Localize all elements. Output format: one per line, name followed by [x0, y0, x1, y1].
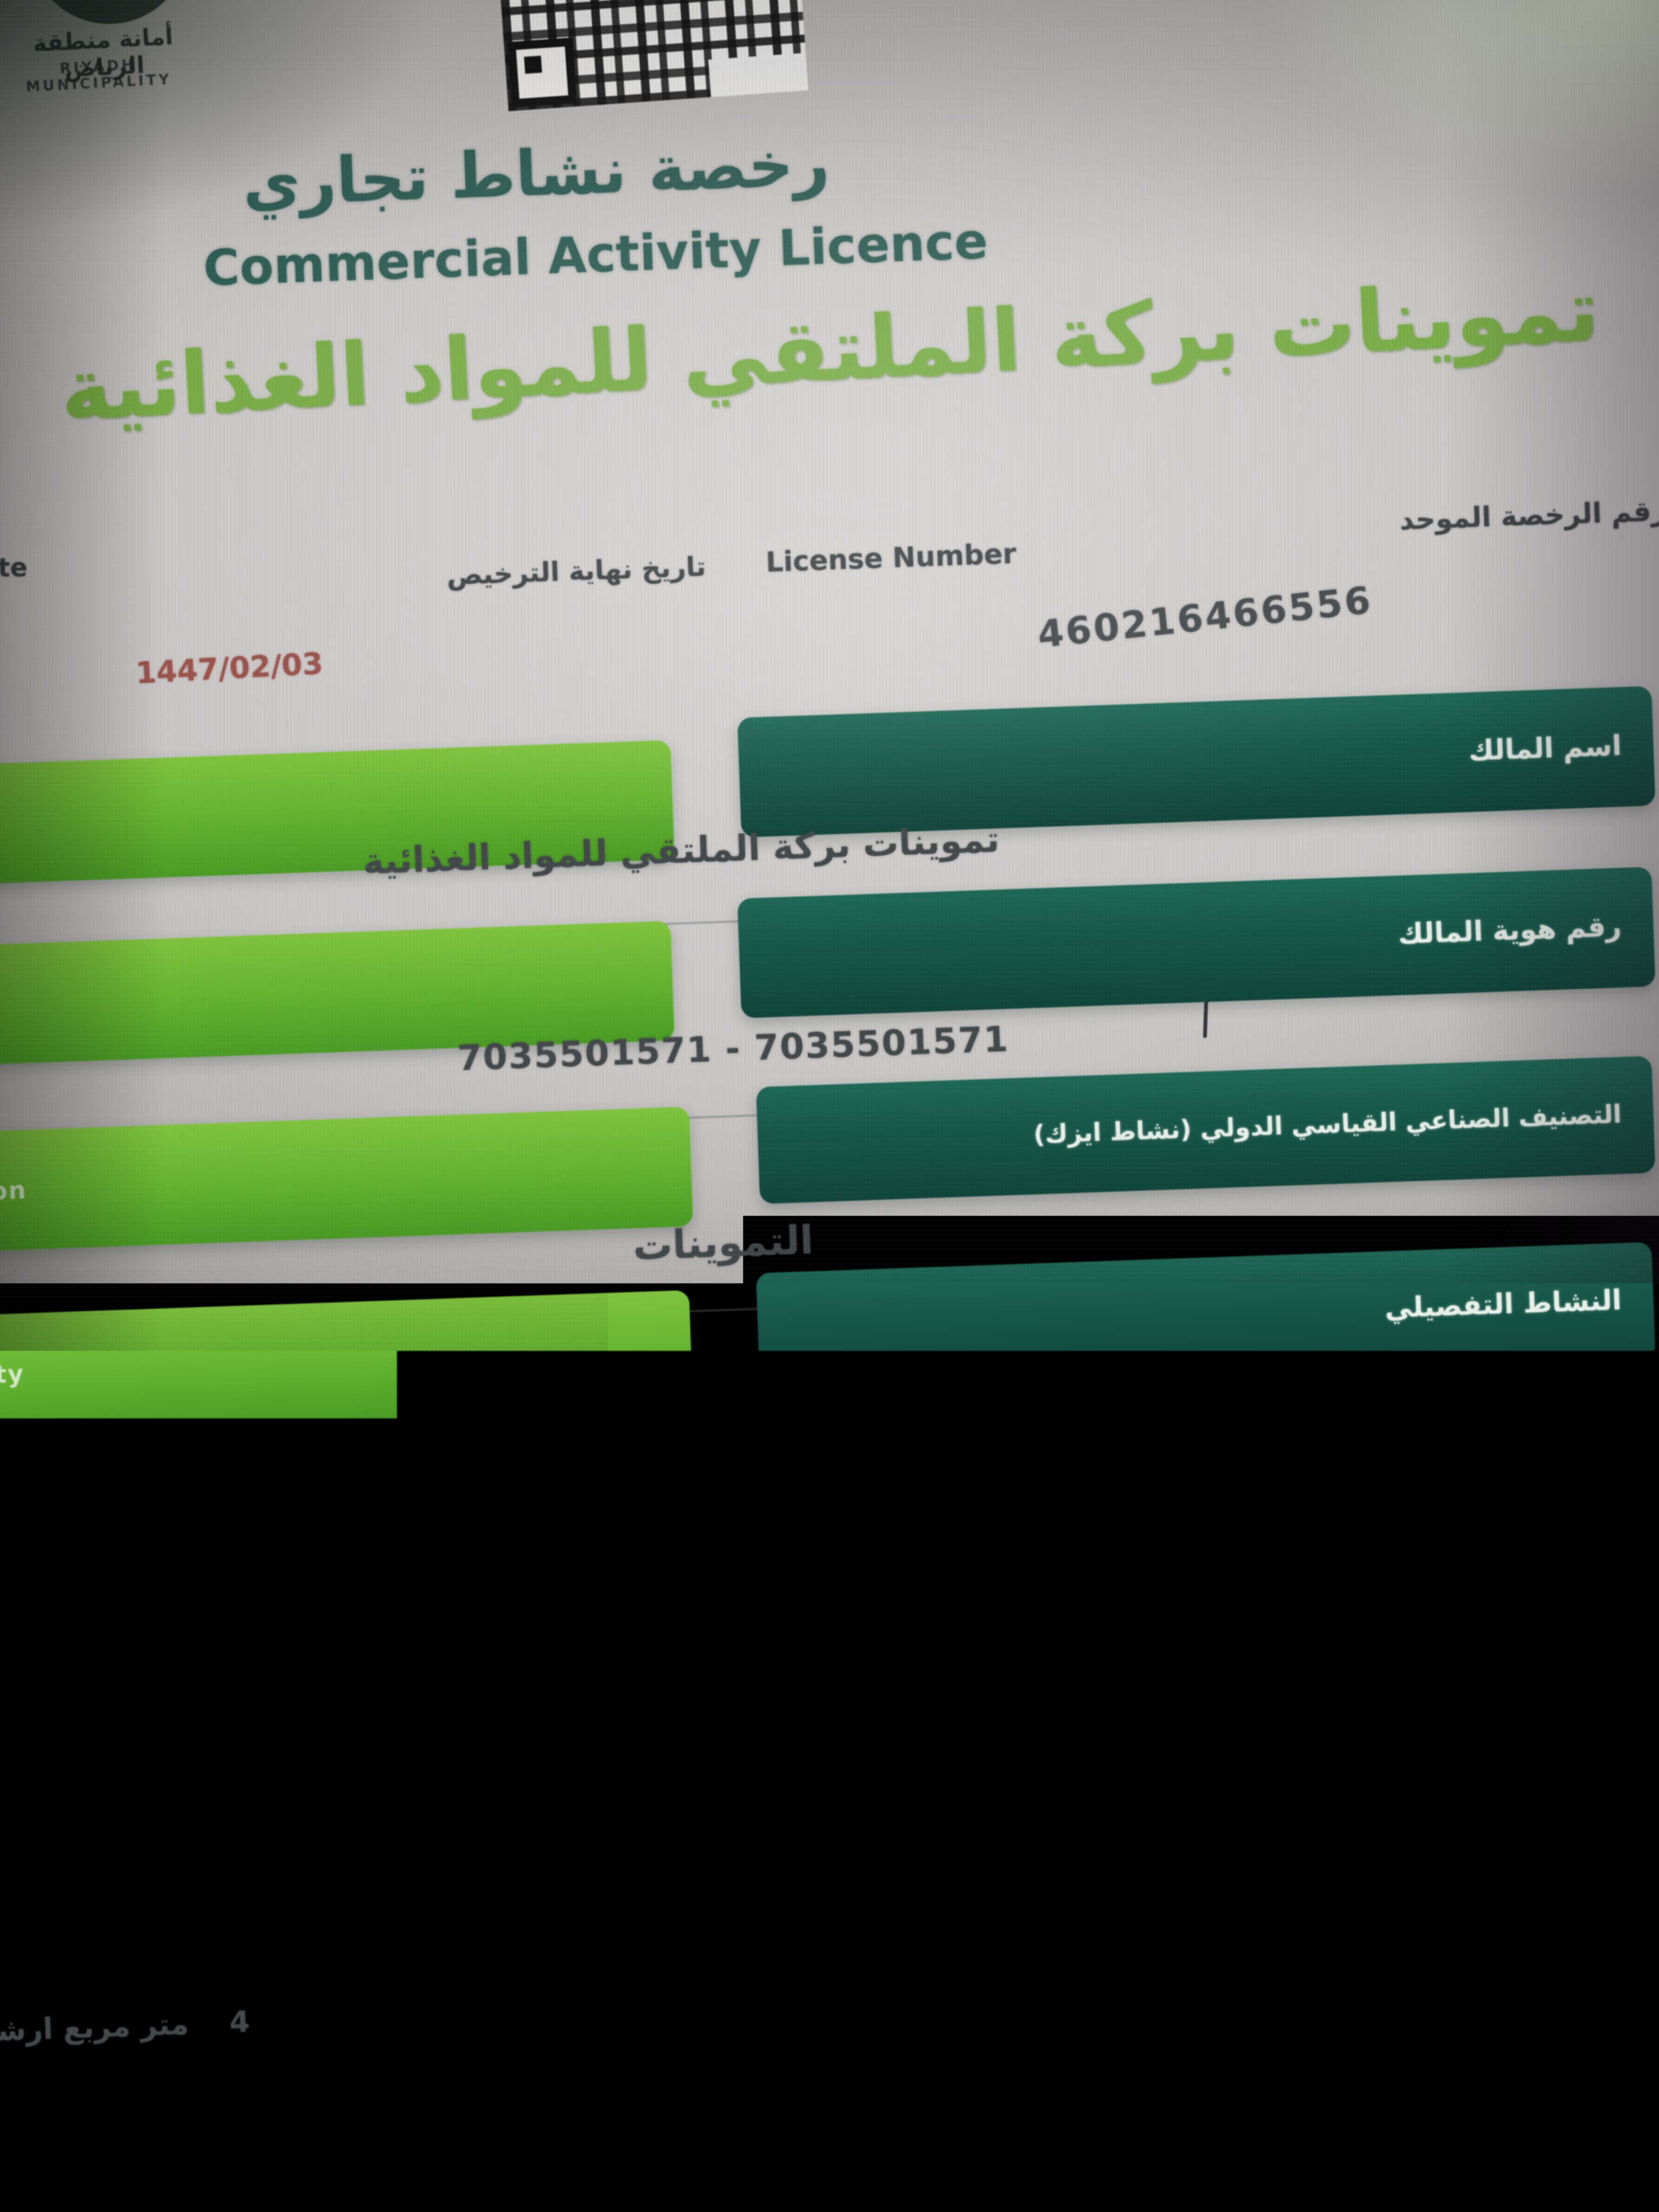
- amanah-value: أمانة منطقة الرياض: [1010, 1672, 1415, 1728]
- shop-location-button: موقع المحل: [641, 2150, 871, 2209]
- owner-id-label: رقم هوية المالك: [1397, 910, 1622, 950]
- amanah-label: الأمانة: [1585, 1607, 1659, 1642]
- license-number-label-ar: رقم الرخصة الموحد: [1399, 495, 1659, 537]
- logo-emblem-icon: [29, 0, 189, 24]
- shop-area-label-en: Shop's Total Area: [941, 1935, 1222, 1978]
- activity-value: التموينات: [600, 1402, 847, 1456]
- screen-photo: أمانة منطقة الرياض RIYADH MUNICIPALITY ر…: [0, 0, 1659, 2212]
- isic-field-bar: التصنيف الصناعي القياسي الدولي (نشاط ايز…: [756, 1056, 1656, 1204]
- isic-label-fragment: tion: [0, 1175, 27, 1206]
- municipality-label-fragment: ipality: [0, 1646, 90, 1677]
- qr-pattern: [492, 0, 808, 111]
- owner-name-label: اسم المالك: [1468, 730, 1622, 767]
- district-label-ar: الحي: [1591, 1786, 1659, 1820]
- licence-title-arabic: رخصة نشاط تجاري: [297, 127, 831, 219]
- shop-area-label-ar: مساحة المحل الإجمالية: [1359, 1916, 1659, 1961]
- qr-finder: [507, 37, 577, 107]
- shop-area-value: 100 متر مربع: [877, 2005, 1122, 2052]
- licence-document: أمانة منطقة الرياض RIYADH MUNICIPALITY ر…: [0, 0, 1659, 2212]
- owner-id-field-bar: رقم هوية المالك: [738, 867, 1656, 1018]
- isic-lime-bar: tion: [0, 1107, 693, 1252]
- municipality-label-ar: البلدية: [584, 1636, 671, 1671]
- expiry-date-label-ar: تاريخ نهاية الترخيص: [446, 551, 706, 591]
- license-number-value: 460216466556: [1035, 578, 1375, 657]
- municipality-label-en: Municipality: [786, 1623, 978, 1661]
- expiry-date-value: 1447/02/03: [135, 647, 324, 691]
- qr-finder: [649, 2088, 704, 2142]
- qr-finder: [643, 1932, 698, 1987]
- signs-area-label-fragment: gn's Area: [0, 1941, 136, 1972]
- isic-value: التموينات: [600, 1216, 847, 1270]
- activity-field-bar: النشاط التفصيلي: [756, 1242, 1656, 1390]
- license-number-label-en: License Number: [765, 538, 1017, 579]
- activity-label-fragment: vity: [0, 1359, 25, 1389]
- shop-location-qr-card: موقع المحل: [625, 1909, 878, 2212]
- shop-location-button-label: موقع المحل: [683, 2163, 829, 2197]
- divider-line: [133, 1756, 1568, 1808]
- top-qr-code: [492, 0, 808, 111]
- qr-finder: [798, 1926, 853, 1981]
- municipality-value: بلدية الروضة: [159, 1720, 405, 1769]
- divider-line: [176, 1462, 1569, 1512]
- activity-lime-bar: vity: [0, 1290, 693, 1435]
- municipality-logo: أمانة منطقة الرياض RIYADH MUNICIPALITY: [0, 0, 223, 101]
- expiry-date-label-fragment: te: [0, 553, 28, 583]
- signs-area-value: 4 متر مربع ارشادي | 0 متر مربع اعلاني: [0, 2005, 250, 2058]
- district-value: الخليج: [1116, 1847, 1277, 1897]
- activity-label: النشاط التفصيلي: [1384, 1284, 1622, 1325]
- isic-label: التصنيف الصناعي القياسي الدولي (نشاط ايز…: [1033, 1100, 1622, 1150]
- qr-pattern: [641, 1924, 860, 2144]
- licence-title-english: Commercial Activity Licence: [196, 212, 995, 297]
- owner-name-field-bar: اسم المالك: [738, 686, 1656, 837]
- street-label-ar: الشارع: [592, 1816, 683, 1850]
- district-label-en: District: [786, 1802, 898, 1836]
